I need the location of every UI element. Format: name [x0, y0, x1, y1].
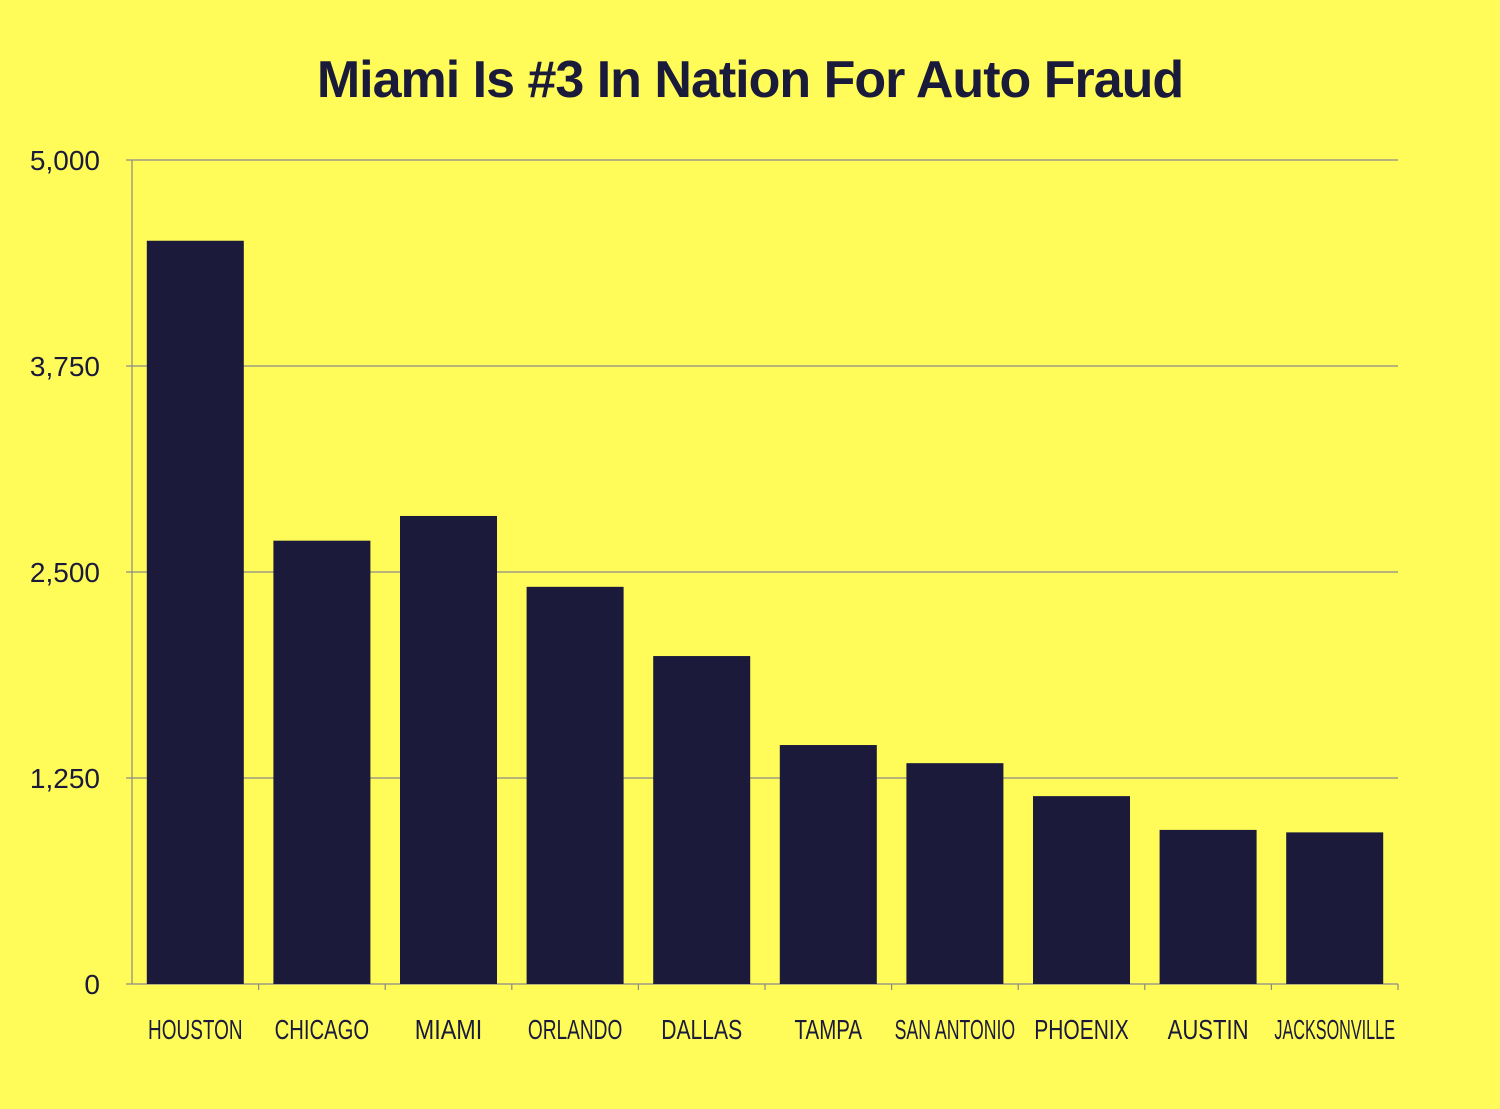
x-category-label: JACKSONVILLE: [1274, 1014, 1395, 1045]
y-tick-label: 5,000: [30, 145, 100, 176]
x-category-label: HOUSTON: [148, 1014, 243, 1045]
x-category-label: MIAMI: [415, 1014, 483, 1045]
x-category-labels: HOUSTON CHICAGO MIAMI ORLANDO DALLAS TAMPA SAN…: [148, 1014, 1395, 1045]
bar-houston: [146, 240, 244, 984]
y-tick-label: 1,250: [30, 763, 100, 794]
bar-miami: [400, 515, 497, 984]
bar-dallas: [653, 656, 751, 984]
x-category-label: AUSTIN: [1168, 1014, 1249, 1045]
y-tick-label: 2,500: [30, 557, 100, 588]
bar-tampa: [779, 745, 877, 984]
x-category-label: PHOENIX: [1034, 1014, 1129, 1045]
y-tick-labels: 0 1,250 2,500 3,750 5,000: [30, 145, 100, 1000]
y-tick-label: 0: [84, 969, 100, 1000]
x-category-label: TAMPA: [795, 1014, 863, 1045]
bar-san-antonio: [906, 763, 1004, 984]
bar-chicago: [273, 540, 371, 984]
bars: [146, 240, 1384, 984]
x-category-label: DALLAS: [661, 1014, 742, 1045]
x-category-label: SAN ANTONIO: [895, 1014, 1016, 1045]
bar-orlando: [526, 586, 624, 984]
x-category-label: CHICAGO: [275, 1014, 370, 1045]
x-category-label: ORLANDO: [528, 1014, 623, 1045]
bar-austin: [1159, 829, 1257, 984]
bar-phoenix: [1033, 796, 1130, 984]
y-tick-label: 3,750: [30, 351, 100, 382]
chart-title: Miami Is #3 In Nation For Auto Fraud: [316, 51, 1184, 109]
bar-jacksonville: [1286, 832, 1384, 984]
